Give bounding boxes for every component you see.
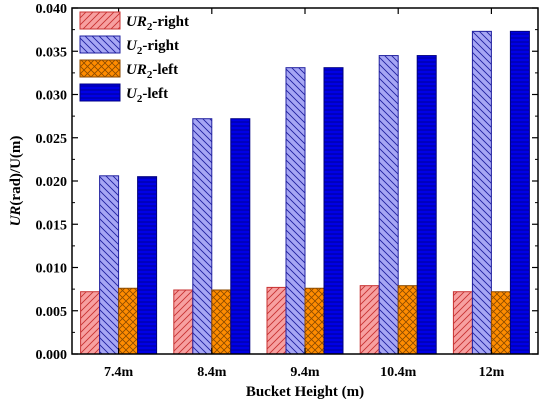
bar-u2-left-9.4m: [323, 67, 344, 355]
legend-suffix: -left: [152, 62, 178, 78]
y-tick-label: 0.025: [36, 132, 68, 147]
y-tick-label: 0.000: [36, 348, 68, 363]
legend-subscript: 2: [137, 45, 143, 57]
legend-var: UR: [126, 62, 147, 78]
y-tick-label: 0.030: [36, 89, 68, 104]
legend-suffix: -left: [142, 86, 168, 102]
bar-ur2-left-10.4m: [397, 285, 418, 355]
y-axis-title-var: UR: [8, 206, 24, 227]
bar-u2-right-7.4m: [99, 175, 120, 355]
legend-swatch: [79, 59, 121, 78]
legend-var: U: [126, 38, 138, 54]
bar-ur2-right-12m: [452, 291, 473, 355]
bar-u2-right-12m: [471, 30, 492, 355]
legend-var: UR: [126, 14, 147, 30]
bar-u2-left-8.4m: [230, 118, 251, 355]
y-tick-label: 0.005: [36, 305, 68, 320]
bar-u2-left-10.4m: [416, 55, 437, 355]
bars-layer: [80, 30, 530, 355]
y-tick-label: 0.010: [36, 262, 68, 277]
legend-label: UR2-right: [126, 14, 189, 33]
x-tick-label: 8.4m: [197, 365, 227, 380]
bar-ur2-left-7.4m: [118, 287, 139, 355]
legend-swatch: [79, 11, 121, 30]
legend-label: U2-left: [126, 86, 168, 105]
y-axis: 0.000 0.005 0.010 0.015 0.020 0.025 0.030 0.035…: [36, 2, 538, 363]
bar-ur2-right-7.4m: [80, 291, 101, 355]
y-tick-label: 0.015: [36, 218, 68, 233]
x-tick-label: 10.4m: [380, 365, 417, 380]
x-tick-label: 12m: [479, 365, 505, 380]
bar-ur2-left-8.4m: [211, 289, 232, 355]
x-axis-title: Bucket Height (m): [246, 384, 364, 400]
bar-u2-left-12m: [509, 30, 530, 355]
x-axis: 7.4m 8.4m 9.4m 10.4m 12m: [104, 8, 505, 380]
legend-suffix: -right: [142, 38, 179, 54]
bar-ur2-right-10.4m: [359, 285, 380, 355]
y-tick-label: 0.040: [36, 2, 68, 17]
bar-ur2-left-12m: [490, 291, 511, 355]
bar-ur2-right-8.4m: [173, 289, 194, 355]
legend-suffix: -right: [152, 14, 189, 30]
bar-u2-right-8.4m: [192, 118, 213, 355]
x-tick-label: 9.4m: [290, 365, 320, 380]
legend-swatch: [79, 83, 121, 102]
y-axis-title: UR(rad)/U(m): [8, 136, 24, 227]
legend-subscript: 2: [147, 21, 153, 33]
y-tick-label: 0.020: [36, 175, 68, 190]
bar-u2-right-9.4m: [285, 67, 306, 355]
legend-swatch: [79, 35, 121, 54]
x-tick-label: 7.4m: [104, 365, 134, 380]
y-axis-title-rest: (rad)/U(m): [8, 136, 24, 206]
bar-ur2-right-9.4m: [266, 286, 287, 355]
bar-u2-left-7.4m: [137, 176, 158, 355]
bar-ur2-left-9.4m: [304, 287, 325, 355]
legend-var: U: [126, 86, 138, 102]
bar-u2-right-10.4m: [378, 55, 399, 355]
legend-label: UR2-left: [126, 62, 178, 81]
legend-label: U2-right: [126, 38, 179, 57]
y-tick-label: 0.035: [36, 45, 68, 60]
legend-subscript: 2: [137, 93, 143, 105]
legend-subscript: 2: [147, 69, 153, 81]
